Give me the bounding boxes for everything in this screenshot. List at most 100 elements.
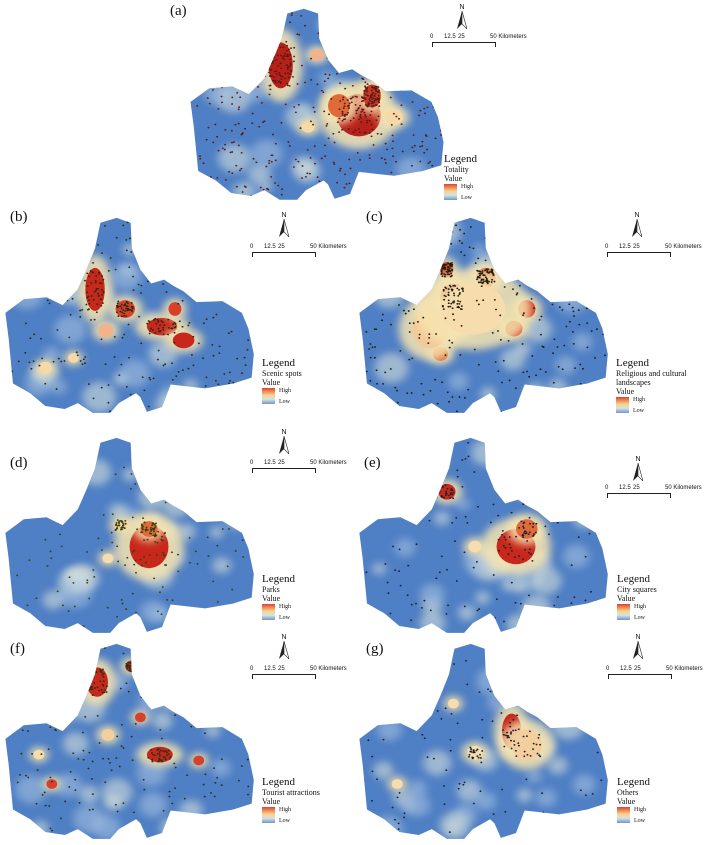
poi-point	[401, 150, 404, 153]
poi-point	[400, 88, 403, 90]
poi-point	[102, 685, 105, 687]
poi-point	[151, 524, 154, 527]
poi-point	[281, 188, 284, 190]
poi-point	[513, 556, 516, 559]
poi-point	[596, 751, 599, 754]
poi-point	[445, 270, 448, 273]
poi-point	[323, 144, 326, 147]
poi-point	[463, 397, 466, 399]
poi-point	[61, 268, 64, 270]
poi-point	[91, 235, 94, 238]
poi-point	[95, 671, 98, 673]
poi-point	[366, 87, 369, 89]
poi-point	[263, 120, 266, 123]
poi-point	[182, 287, 185, 290]
north-arrow-icon: N	[279, 634, 290, 661]
poi-point	[393, 818, 396, 821]
poi-point	[209, 822, 212, 825]
poi-point	[336, 181, 339, 184]
poi-point	[411, 357, 414, 360]
poi-point	[148, 247, 151, 250]
poi-point	[387, 243, 389, 246]
poi-point	[429, 609, 432, 612]
poi-point	[17, 650, 20, 652]
legend-value-label: Value	[617, 594, 636, 603]
poi-point	[42, 476, 45, 478]
poi-point	[327, 38, 330, 41]
poi-point	[449, 270, 452, 273]
poi-point	[531, 355, 534, 357]
poi-point	[600, 443, 602, 445]
poi-point	[218, 27, 221, 30]
panel-d: (d) N 0 12.5 25 50 Kilometers Legend Parks Va…	[0, 415, 354, 633]
poi-point	[127, 323, 130, 326]
poi-point	[238, 23, 241, 26]
poi-point	[217, 14, 220, 17]
poi-point	[446, 568, 448, 571]
poi-point	[477, 281, 480, 284]
poi-point	[174, 462, 177, 465]
poi-point	[142, 463, 145, 466]
poi-point	[195, 398, 198, 400]
poi-point	[324, 155, 327, 157]
poi-point	[167, 753, 170, 755]
poi-point	[595, 600, 598, 603]
poi-point	[147, 756, 150, 759]
poi-point	[96, 686, 99, 689]
hotspot	[447, 698, 459, 709]
legend-value-label: Value	[262, 594, 281, 603]
poi-point	[450, 288, 453, 291]
poi-point	[489, 690, 492, 693]
poi-point	[542, 625, 545, 628]
poi-point	[535, 743, 538, 746]
poi-point	[373, 94, 376, 97]
poi-point	[230, 50, 233, 52]
poi-point	[525, 735, 528, 738]
poi-point	[150, 748, 153, 751]
poi-point	[87, 295, 90, 298]
poi-point	[79, 687, 82, 690]
hotspot	[193, 755, 205, 766]
density-blob	[186, 456, 214, 482]
poi-point	[209, 714, 212, 717]
poi-point	[227, 470, 230, 473]
panel-g: (g) N 0 12.5 25 50 Kilometers Legend Others V…	[354, 633, 708, 845]
poi-point	[228, 41, 231, 44]
poi-point	[237, 443, 240, 446]
poi-point	[336, 121, 339, 123]
hotspot	[172, 332, 195, 349]
poi-point	[492, 503, 495, 506]
poi-point	[157, 530, 160, 533]
poi-point	[164, 452, 167, 455]
poi-point	[272, 55, 275, 57]
poi-point	[222, 693, 225, 696]
poi-point	[221, 528, 224, 530]
poi-point	[141, 527, 144, 529]
poi-point	[550, 268, 553, 270]
poi-point	[152, 319, 155, 321]
poi-point	[124, 310, 127, 312]
poi-point	[51, 247, 54, 250]
poi-point	[75, 351, 78, 354]
poi-point	[163, 324, 166, 326]
poi-point	[540, 315, 543, 318]
poi-point	[276, 15, 279, 18]
poi-point	[595, 281, 598, 284]
poi-point	[551, 700, 554, 703]
poi-point	[545, 474, 548, 477]
poi-point	[132, 660, 135, 663]
poi-point	[181, 299, 184, 302]
poi-point	[571, 293, 574, 295]
poi-point	[448, 831, 451, 833]
poi-point	[406, 594, 409, 597]
poi-point	[89, 225, 92, 227]
poi-point	[230, 141, 233, 144]
poi-point	[514, 749, 517, 752]
poi-point	[492, 690, 495, 692]
density-blob	[339, 23, 364, 45]
poi-point	[517, 277, 520, 280]
poi-point	[477, 363, 480, 366]
scale-bar-line	[607, 493, 671, 498]
poi-point	[377, 91, 380, 93]
poi-point	[323, 110, 326, 113]
